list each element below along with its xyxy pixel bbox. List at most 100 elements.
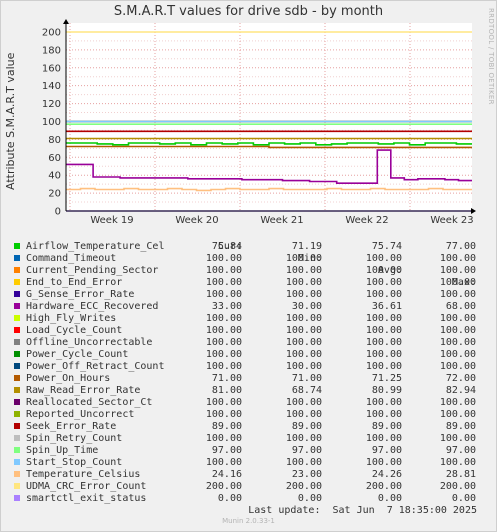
legend-swatch bbox=[14, 459, 20, 465]
legend-avg-value: 100.00 bbox=[365, 433, 402, 444]
legend-row: Temperature_Celsius 24.16 23.00 24.26 28.81 bbox=[0, 469, 497, 481]
legend-swatch bbox=[14, 303, 20, 309]
series-lines bbox=[66, 31, 472, 212]
legend-series-name: Spin_Up_Time bbox=[26, 445, 99, 456]
y-tick-label: 160 bbox=[42, 63, 61, 74]
legend-series-name: Power_On_Hours bbox=[26, 373, 111, 384]
legend-row: Raw_Read_Error_Rate 81.00 68.74 80.99 82.94 bbox=[0, 385, 497, 397]
legend-series-name: G_Sense_Error_Rate bbox=[26, 289, 135, 300]
legend-row: Start_Stop_Count 100.00 100.00 100.00 100.00 bbox=[0, 457, 497, 469]
legend-series-name: Load_Cycle_Count bbox=[26, 325, 123, 336]
x-tick-label: Week 19 bbox=[90, 215, 133, 226]
legend-series-name: Temperature_Celsius bbox=[26, 469, 141, 480]
legend-avg-value: 200.00 bbox=[365, 481, 402, 492]
legend-series-name: Hardware_ECC_Recovered bbox=[26, 301, 159, 312]
x-tick-label: Week 20 bbox=[175, 215, 218, 226]
legend-cur-value: 81.00 bbox=[211, 385, 242, 396]
legend-min-value: 100.00 bbox=[285, 289, 322, 300]
legend-avg-value: 89.00 bbox=[371, 421, 402, 432]
legend-cur-value: 100.00 bbox=[205, 265, 242, 276]
legend-series-name: Reallocated_Sector_Ct bbox=[26, 397, 153, 408]
legend-avg-value: 100.00 bbox=[365, 349, 402, 360]
legend-avg-value: 0.00 bbox=[377, 493, 402, 504]
legend-avg-value: 100.00 bbox=[365, 409, 402, 420]
munin-version: Munin 2.0.33-1 bbox=[222, 517, 275, 525]
legend-max-value: 100.00 bbox=[439, 397, 476, 408]
y-tick-label: 140 bbox=[42, 81, 61, 92]
legend-series-name: Power_Off_Retract_Count bbox=[26, 361, 165, 372]
legend-swatch bbox=[14, 243, 20, 249]
legend-row: Spin_Up_Time 97.00 97.00 97.00 97.00 bbox=[0, 445, 497, 457]
legend-row: Reported_Uncorrect 100.00 100.00 100.00 100.… bbox=[0, 409, 497, 421]
legend-cur-value: 100.00 bbox=[205, 337, 242, 348]
y-tick-label: 0 bbox=[55, 207, 61, 218]
legend-max-value: 72.00 bbox=[445, 373, 476, 384]
legend-max-value: 97.00 bbox=[445, 445, 476, 456]
legend-max-value: 100.00 bbox=[439, 265, 476, 276]
axes bbox=[63, 19, 476, 214]
series-line bbox=[66, 187, 472, 192]
y-tick-label: 200 bbox=[42, 27, 61, 38]
legend-row: Power_On_Hours 71.00 71.00 71.25 72.00 bbox=[0, 373, 497, 385]
legend-avg-value: 100.00 bbox=[365, 277, 402, 288]
legend-cur-value: 100.00 bbox=[205, 433, 242, 444]
y-tick-labels: 0 20 40 60 80 100 120 140 160 180 200 bbox=[42, 27, 61, 217]
legend-swatch bbox=[14, 363, 20, 369]
legend-swatch bbox=[14, 471, 20, 477]
legend-cur-value: 100.00 bbox=[205, 409, 242, 420]
legend-swatch bbox=[14, 435, 20, 441]
legend-series-name: Command_Timeout bbox=[26, 253, 117, 264]
legend-cur-value: 97.00 bbox=[211, 445, 242, 456]
legend-avg-value: 75.74 bbox=[371, 241, 402, 252]
legend-max-value: 0.00 bbox=[451, 493, 476, 504]
legend-row: smartctl_exit_status 0.00 0.00 0.00 0.00 bbox=[0, 493, 497, 505]
legend-avg-value: 100.00 bbox=[365, 265, 402, 276]
legend-row: End_to_End_Error 100.00 100.00 100.00 100.00 bbox=[0, 277, 497, 289]
legend-max-value: 89.00 bbox=[445, 421, 476, 432]
legend-swatch bbox=[14, 327, 20, 333]
legend-avg-value: 100.00 bbox=[365, 253, 402, 264]
legend-cur-value: 0.00 bbox=[217, 493, 242, 504]
legend-min-value: 100.00 bbox=[285, 313, 322, 324]
legend-min-value: 100.00 bbox=[285, 325, 322, 336]
legend-header-cur: Cur: bbox=[217, 241, 242, 252]
legend-row: Load_Cycle_Count 100.00 100.00 100.00 100.00 bbox=[0, 325, 497, 337]
legend-cur-value: 100.00 bbox=[205, 289, 242, 300]
legend-max-value: 100.00 bbox=[439, 253, 476, 264]
legend-series-name: Offline_Uncorrectable bbox=[26, 337, 153, 348]
legend-max-value: 100.00 bbox=[439, 349, 476, 360]
legend-row: G_Sense_Error_Rate 100.00 100.00 100.00 100.… bbox=[0, 289, 497, 301]
legend-swatch bbox=[14, 495, 20, 501]
legend-row: Command_Timeout 100.00 100.00 100.00 100.00 bbox=[0, 253, 497, 265]
legend-swatch bbox=[14, 255, 20, 261]
legend-min-value: 100.00 bbox=[285, 277, 322, 288]
legend-cur-value: 100.00 bbox=[205, 361, 242, 372]
y-tick-label: 80 bbox=[48, 135, 61, 146]
legend-header-max: Max: bbox=[451, 277, 476, 288]
legend-row: High_Fly_Writes 100.00 100.00 100.00 100.00 bbox=[0, 313, 497, 325]
legend-min-value: 100.00 bbox=[285, 409, 322, 420]
legend-max-value: 100.00 bbox=[439, 289, 476, 300]
legend-min-value: 100.00 bbox=[285, 433, 322, 444]
legend-series-name: Reported_Uncorrect bbox=[26, 409, 135, 420]
legend-min-value: 100.00 bbox=[285, 265, 322, 276]
legend-row: Power_Off_Retract_Count 100.00 100.00 100.0… bbox=[0, 361, 497, 373]
legend-header-avg: Avg: bbox=[377, 265, 402, 276]
legend-swatch bbox=[14, 387, 20, 393]
chart-title: S.M.A.R.T values for drive sdb - by mont… bbox=[113, 4, 384, 19]
legend-swatch bbox=[14, 447, 20, 453]
y-tick-label: 60 bbox=[48, 153, 61, 164]
legend-series-name: Seek_Error_Rate bbox=[26, 421, 117, 432]
legend-swatch bbox=[14, 375, 20, 381]
legend-cur-value: 75.84 bbox=[211, 241, 242, 252]
legend-min-value: 100.00 bbox=[285, 457, 322, 468]
legend-series-name: UDMA_CRC_Error_Count bbox=[26, 481, 147, 492]
y-tick-label: 40 bbox=[48, 171, 61, 182]
legend-row: Airflow_Temperature_Cel 75.84 71.19 75.74 77… bbox=[0, 241, 497, 253]
y-tick-label: 20 bbox=[48, 189, 61, 200]
legend-avg-value: 100.00 bbox=[365, 313, 402, 324]
legend-series-name: smartctl_exit_status bbox=[26, 493, 147, 504]
y-tick-label: 120 bbox=[42, 99, 61, 110]
legend-series-name: Raw_Read_Error_Rate bbox=[26, 385, 141, 396]
legend-max-value: 100.00 bbox=[439, 457, 476, 468]
